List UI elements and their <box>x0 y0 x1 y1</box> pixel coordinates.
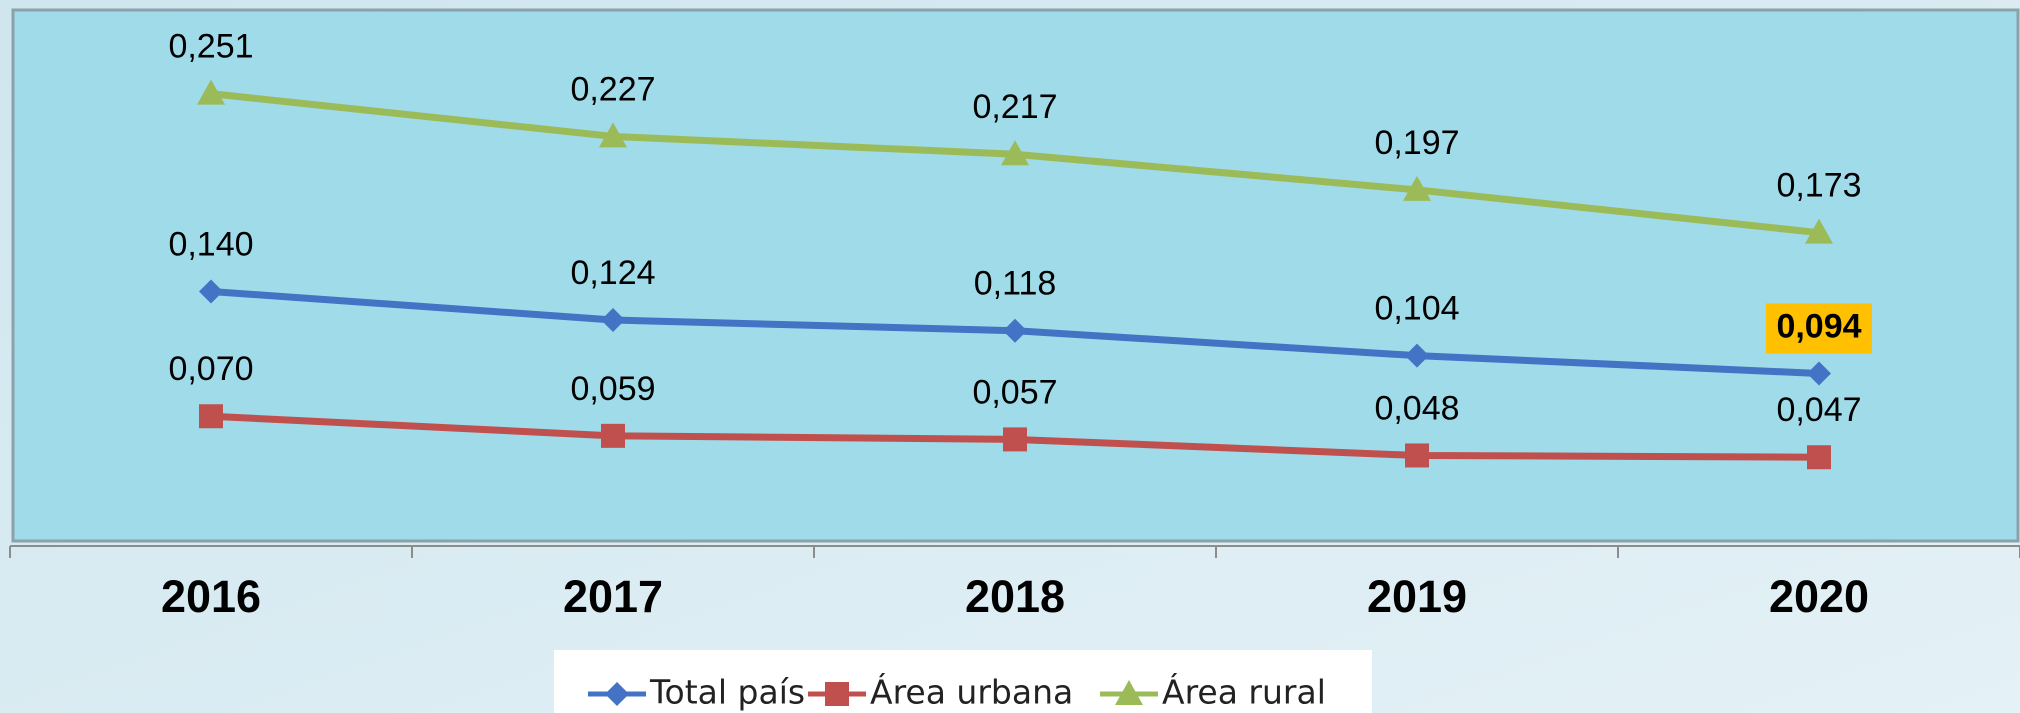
data-label: 0,217 <box>972 88 1057 126</box>
data-label: 0,059 <box>570 370 655 408</box>
marker <box>605 682 629 706</box>
data-label: 0,048 <box>1374 389 1459 427</box>
marker <box>601 423 625 448</box>
marker <box>1403 175 1431 201</box>
legend-label: Área rural <box>1162 672 1326 712</box>
marker <box>1405 343 1429 368</box>
data-label: 0,047 <box>1776 391 1861 429</box>
marker <box>1115 680 1143 705</box>
data-label: 0,094 <box>1776 307 1861 345</box>
data-label: 0,140 <box>168 225 253 263</box>
marker <box>197 79 225 105</box>
legend-label: Total país <box>649 673 805 712</box>
marker <box>1003 318 1027 343</box>
data-label: 0,251 <box>168 28 253 66</box>
data-label: 0,197 <box>1374 124 1459 162</box>
marker <box>1807 361 1831 386</box>
plot-area <box>11 8 2020 543</box>
marker <box>1805 218 1833 244</box>
marker <box>199 404 223 429</box>
marker <box>1405 443 1429 468</box>
data-label: 0,173 <box>1776 167 1861 205</box>
legend <box>554 650 1372 713</box>
marker <box>199 279 223 304</box>
x-tick-label: 2020 <box>1769 571 1869 622</box>
data-label: 0,124 <box>570 254 655 292</box>
legend-label: Área urbana <box>870 672 1073 712</box>
marker <box>825 682 849 706</box>
x-tick-label: 2018 <box>965 571 1065 622</box>
marker <box>1003 427 1027 452</box>
label-highlight <box>1766 303 1872 354</box>
data-label: 0,118 <box>974 265 1057 303</box>
marker <box>599 122 627 148</box>
data-label: 0,227 <box>570 70 655 108</box>
marker <box>601 308 625 333</box>
x-tick-label: 2016 <box>161 571 261 622</box>
data-label: 0,104 <box>1374 290 1459 328</box>
marker <box>1001 140 1029 166</box>
marker <box>1807 445 1831 470</box>
x-tick-label: 2019 <box>1367 571 1467 622</box>
data-label: 0,070 <box>168 350 253 388</box>
data-label: 0,057 <box>972 373 1057 411</box>
x-tick-label: 2017 <box>563 571 663 622</box>
